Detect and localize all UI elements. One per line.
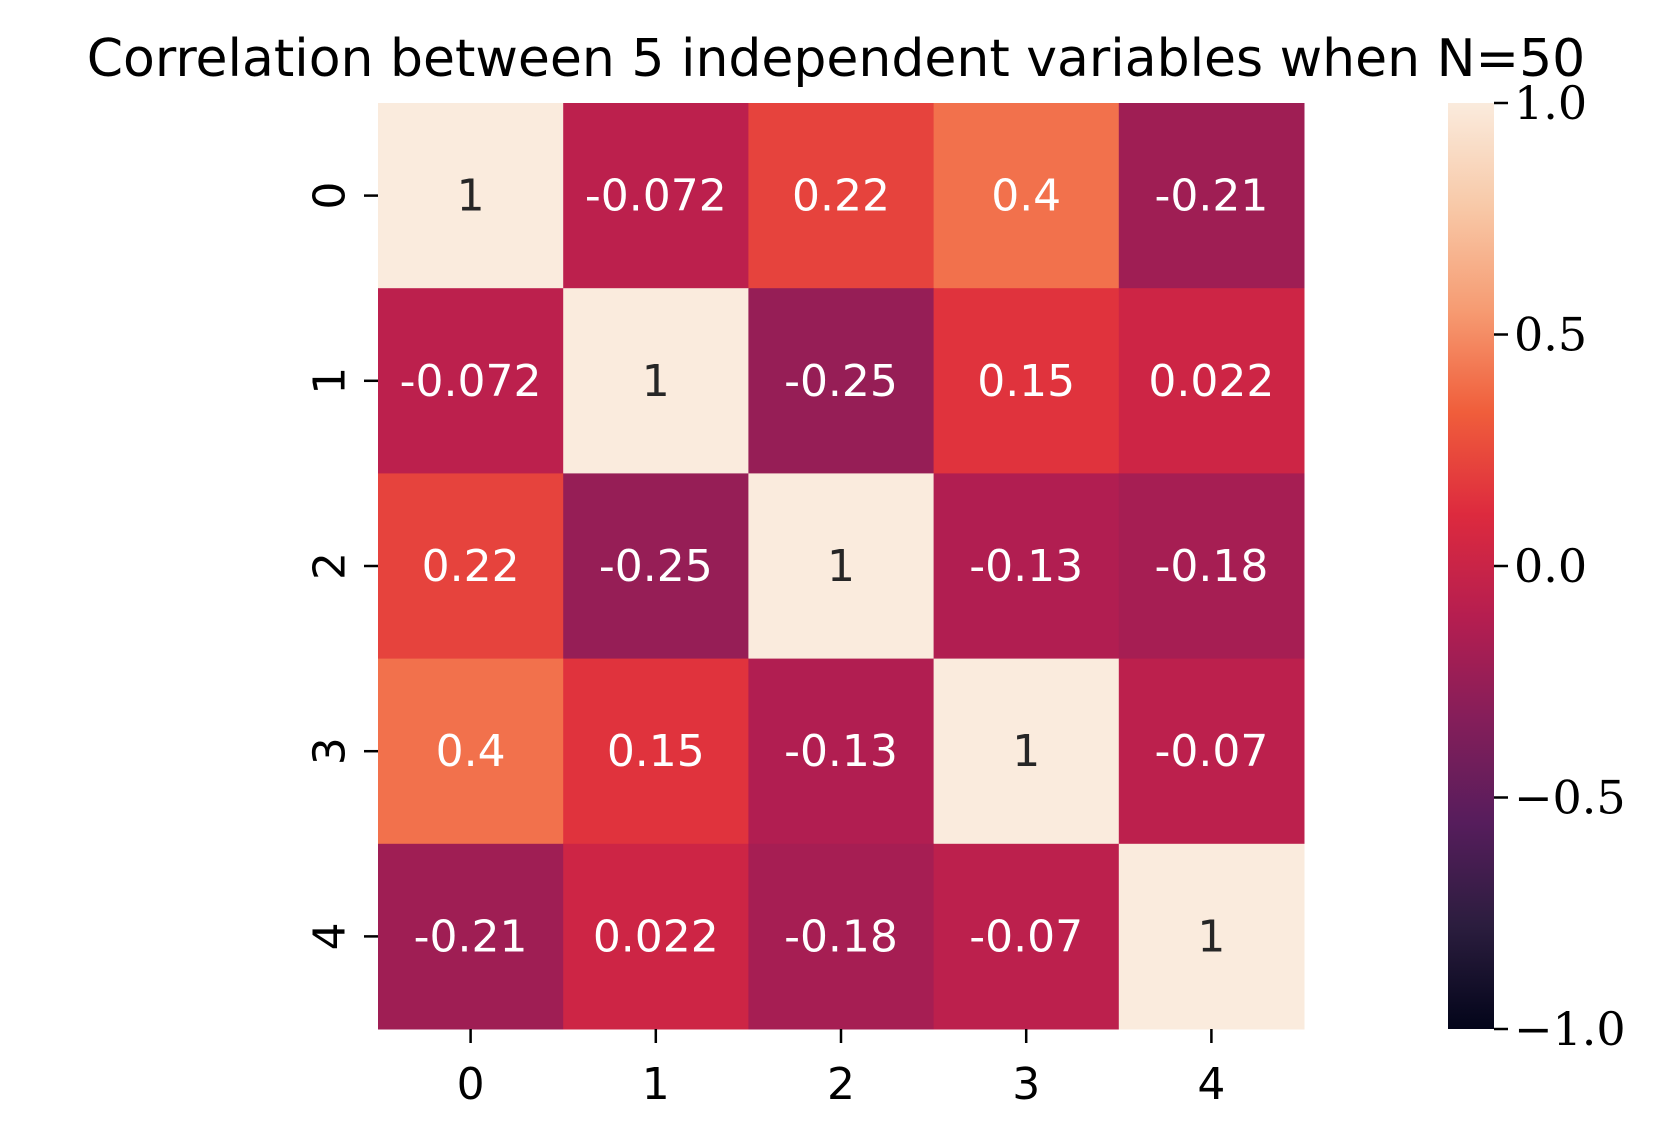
cell-label-3-3: 1	[1012, 726, 1040, 777]
chart-title: Correlation between 5 independent variab…	[87, 29, 1586, 89]
x-tick-label: 0	[457, 1059, 485, 1110]
cell-label-2-4: -0.18	[1154, 541, 1268, 592]
cell-label-2-3: -0.13	[969, 541, 1083, 592]
cell-label-3-2: -0.13	[784, 726, 898, 777]
y-tick-label: 4	[305, 922, 356, 950]
cell-label-1-0: -0.072	[400, 356, 542, 407]
cell-label-3-0: 0.4	[436, 726, 506, 777]
x-tick-label: 2	[827, 1059, 855, 1110]
heatmap-cell-4-4	[1118, 843, 1305, 1030]
heatmap-cell-3-2	[748, 658, 935, 845]
heatmap-cell-4-0	[378, 843, 564, 1030]
cell-label-2-2: 1	[827, 541, 855, 592]
heatmap-cell-2-2	[748, 473, 935, 660]
heatmap-cell-2-4	[1118, 473, 1305, 660]
heatmap-cell-3-0	[378, 658, 564, 845]
cell-label-0-0: 1	[457, 171, 485, 222]
cell-label-3-4: -0.07	[1154, 726, 1268, 777]
heatmap-cell-3-1	[563, 658, 749, 845]
heatmap-cell-2-1	[563, 473, 749, 660]
cell-label-0-3: 0.4	[991, 171, 1061, 222]
heatmap-cells: 1 -0.072 0.22 0.4 -0.21 -0.072 1 -0.25 0.15 0.022…	[378, 103, 1305, 1030]
heatmap-cell-1-4	[1118, 288, 1305, 474]
cell-label-4-0: -0.21	[414, 911, 528, 962]
cell-label-1-3: 0.15	[977, 356, 1075, 407]
heatmap-cell-0-1	[563, 103, 749, 289]
cell-label-4-4: 1	[1197, 911, 1225, 962]
cell-label-0-2: 0.22	[792, 171, 890, 222]
cell-label-4-2: -0.18	[784, 911, 898, 962]
cell-label-0-1: -0.072	[585, 171, 727, 222]
colorbar-tick-label: −1.0	[1514, 1002, 1626, 1056]
heatmap-cell-1-1	[563, 288, 749, 474]
cell-label-2-1: -0.25	[599, 541, 713, 592]
heatmap-cell-3-3	[933, 658, 1120, 845]
colorbar-tick-label: 0.5	[1514, 308, 1587, 362]
x-tick-label: 3	[1012, 1059, 1040, 1110]
x-tick-label: 1	[642, 1059, 670, 1110]
heatmap-cell-2-3	[933, 473, 1120, 660]
y-tick-label: 0	[305, 182, 356, 210]
cell-label-0-4: -0.21	[1154, 171, 1268, 222]
y-tick-label: 3	[305, 737, 356, 765]
x-tick-label: 4	[1197, 1059, 1225, 1110]
cell-label-3-1: 0.15	[607, 726, 705, 777]
y-tick-label: 1	[305, 367, 356, 395]
heatmap-cell-0-4	[1118, 103, 1305, 289]
colorbar-ticks: 1.0 0.5 0.0 −0.5 −1.0	[1494, 76, 1626, 1056]
colorbar-gradient	[1448, 103, 1494, 1029]
y-tick-label: 2	[305, 552, 356, 580]
heatmap-cell-2-0	[378, 473, 564, 660]
heatmap-cell-0-0	[378, 103, 564, 289]
heatmap-cell-1-3	[933, 288, 1120, 474]
cell-label-4-3: -0.07	[969, 911, 1083, 962]
cell-label-1-2: -0.25	[784, 356, 898, 407]
heatmap-cell-0-3	[933, 103, 1120, 289]
cell-label-4-1: 0.022	[593, 911, 719, 962]
heatmap-cell-1-2	[748, 288, 935, 474]
cell-label-1-1: 1	[642, 356, 670, 407]
heatmap-cell-4-2	[748, 843, 935, 1030]
heatmap-cell-4-1	[563, 843, 749, 1030]
x-axis: 0 1 2 3 4	[457, 1029, 1225, 1110]
cell-label-1-4: 0.022	[1148, 356, 1274, 407]
colorbar-tick-label: −0.5	[1514, 771, 1626, 825]
heatmap-cell-4-3	[933, 843, 1120, 1030]
cell-label-2-0: 0.22	[422, 541, 520, 592]
colorbar-tick-label: 0.0	[1514, 539, 1587, 593]
heatmap-cell-1-0	[378, 288, 564, 474]
colorbar: 1.0 0.5 0.0 −0.5 −1.0	[1448, 76, 1626, 1056]
colorbar-tick-label: 1.0	[1514, 76, 1587, 130]
heatmap-cell-0-2	[748, 103, 935, 289]
heatmap-cell-3-4	[1118, 658, 1305, 845]
y-axis: 0 1 2 3 4	[305, 182, 378, 950]
